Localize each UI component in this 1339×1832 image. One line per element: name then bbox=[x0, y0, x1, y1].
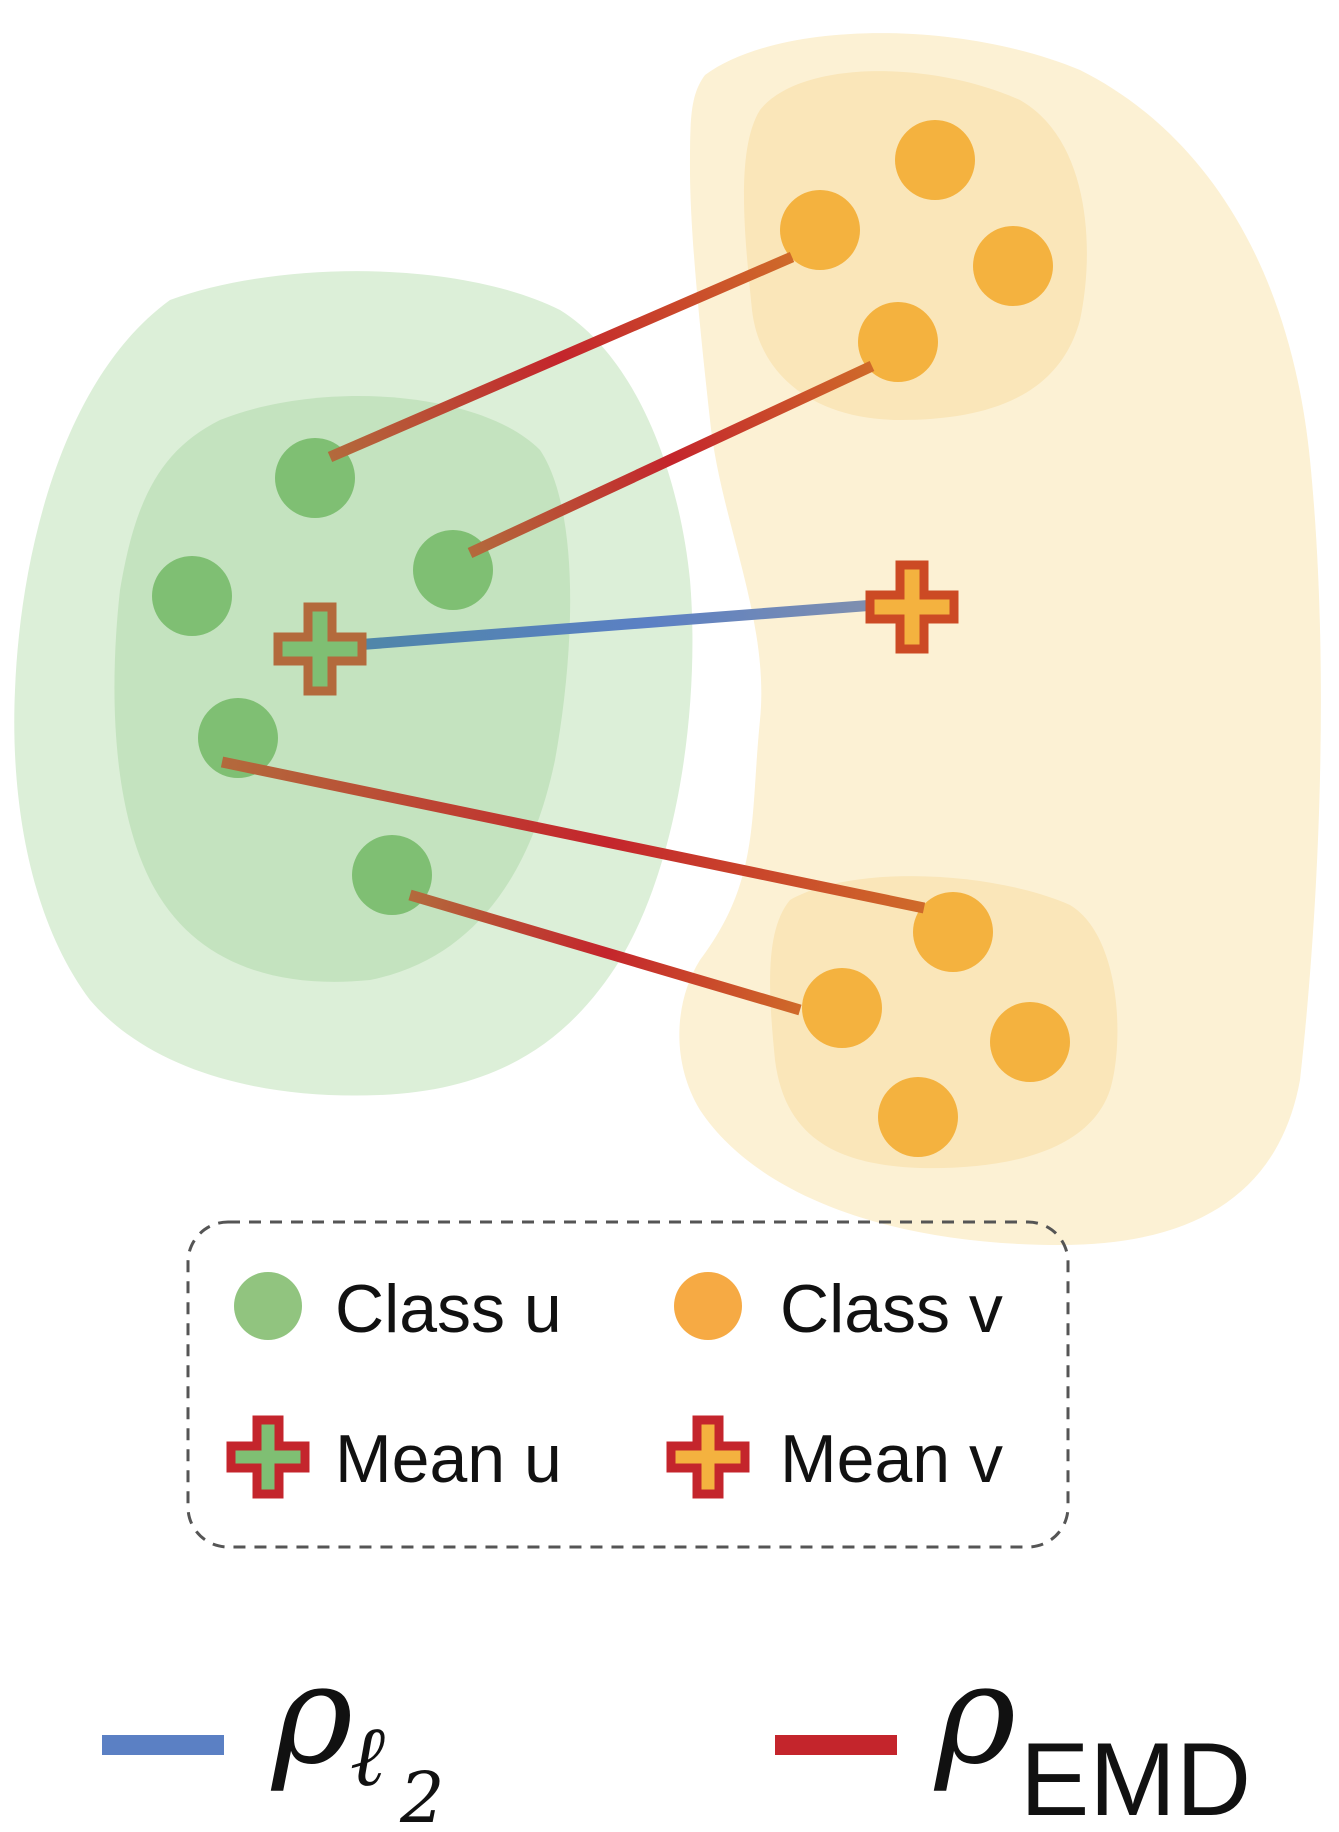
emd-swatch bbox=[775, 1735, 897, 1755]
legend-frame bbox=[186, 1220, 1070, 1549]
class-u-point bbox=[198, 698, 278, 778]
class-v-point bbox=[973, 226, 1053, 306]
class-v-legend-dot-icon bbox=[674, 1272, 742, 1340]
emd-subscript: EMD bbox=[1020, 1722, 1251, 1832]
l2-subscript-number: 2 bbox=[399, 1757, 445, 1832]
class-v-point bbox=[878, 1077, 958, 1157]
class-u-points bbox=[152, 438, 493, 915]
legend-class-u-label: Class u bbox=[335, 1271, 562, 1347]
emd-line bbox=[467, 361, 875, 558]
class-u-legend-dot-icon bbox=[234, 1272, 302, 1340]
metric-key: ρ ℓ 2 ρ EMD bbox=[102, 1634, 1251, 1832]
emd-line bbox=[220, 756, 926, 914]
emd-transport-lines bbox=[220, 251, 926, 1016]
l2-symbol: ρ bbox=[270, 1634, 353, 1795]
legend-class-v-label: Class v bbox=[780, 1271, 1003, 1347]
class-v-point bbox=[858, 302, 938, 382]
mean-v-plus-icon bbox=[865, 560, 959, 654]
legend-mean-v-label: Mean v bbox=[780, 1421, 1003, 1497]
class-v-point bbox=[895, 120, 975, 200]
legend-mean-u-label: Mean u bbox=[335, 1421, 562, 1497]
class-v-point bbox=[990, 1002, 1070, 1082]
class-v-point bbox=[802, 968, 882, 1048]
class-v-point bbox=[780, 190, 860, 270]
class-u-point bbox=[152, 556, 232, 636]
mean-u-plus-icon bbox=[273, 602, 367, 696]
l2-subscript-letter: ℓ bbox=[350, 1707, 385, 1805]
l2-swatch bbox=[102, 1735, 224, 1755]
class-v-point bbox=[913, 892, 993, 972]
class-v-upper-cluster bbox=[743, 71, 1087, 420]
emd-line bbox=[327, 251, 795, 463]
class-v-points bbox=[780, 120, 1070, 1157]
mean-v-legend-plus-icon bbox=[666, 1415, 750, 1499]
emd-line bbox=[408, 889, 802, 1016]
class-v-lower-cluster bbox=[770, 876, 1118, 1169]
legend: Class u Class v Mean u Mean v bbox=[186, 1220, 1070, 1549]
l2-mean-line bbox=[354, 598, 889, 651]
emd-symbol: ρ bbox=[933, 1634, 1016, 1795]
mean-u-legend-plus-icon bbox=[226, 1415, 310, 1499]
